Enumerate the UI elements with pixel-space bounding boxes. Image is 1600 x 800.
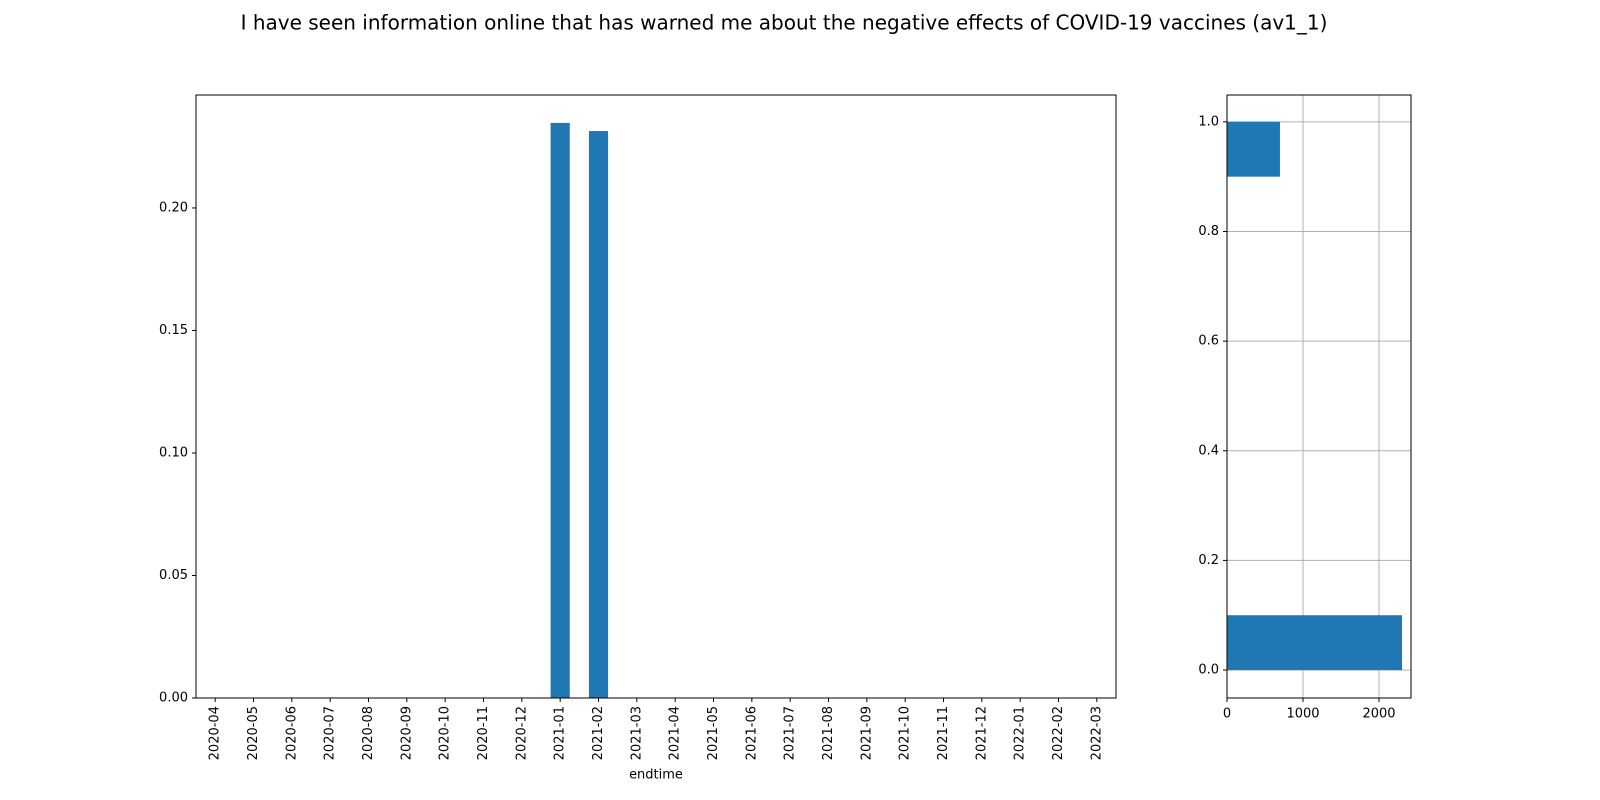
x-tick-label: 2020-08 <box>361 706 376 760</box>
y-tick-label: 0.15 <box>159 323 188 338</box>
chart-title: I have seen information online that has … <box>241 11 1328 35</box>
histogram-bar <box>1227 121 1280 177</box>
x-tick-label: 0 <box>1223 707 1231 722</box>
bar <box>550 122 570 698</box>
x-tick-label: 2022-01 <box>1013 706 1028 760</box>
x-tick-label: 2021-06 <box>744 706 759 760</box>
x-tick-label: 2020-05 <box>246 706 261 760</box>
y-tick-label: 0.8 <box>1198 224 1219 239</box>
x-tick-label: 2021-11 <box>936 706 951 760</box>
x-tick-label: 2022-02 <box>1051 706 1066 760</box>
x-tick-label: 2021-04 <box>668 706 683 760</box>
x-tick-label: 2021-12 <box>974 706 989 760</box>
y-tick-label: 0.20 <box>159 200 188 215</box>
y-tick-label: 0.05 <box>159 568 188 583</box>
y-tick-label: 0.6 <box>1198 334 1219 349</box>
x-tick-label: 2020-10 <box>438 706 453 760</box>
x-tick-label: 2000 <box>1362 707 1395 722</box>
x-tick-label: 2021-08 <box>821 706 836 760</box>
x-tick-label: 2021-05 <box>706 706 721 760</box>
x-tick-label: 2021-07 <box>783 706 798 760</box>
y-tick-label: 0.10 <box>159 445 188 460</box>
x-tick-label: 2020-07 <box>323 706 338 760</box>
x-tick-label: 2020-09 <box>399 706 414 760</box>
plot-frame <box>1226 94 1412 699</box>
bar <box>588 131 609 698</box>
y-tick-label: 0.4 <box>1198 443 1219 458</box>
x-tick-label: 2021-01 <box>553 706 568 760</box>
x-tick-label: 2020-04 <box>208 706 223 760</box>
x-tick-label: 2021-03 <box>629 706 644 760</box>
y-tick-label: 0.00 <box>159 691 188 706</box>
y-tick-label: 0.2 <box>1198 553 1219 568</box>
histogram-bar <box>1227 615 1403 671</box>
x-tick-label: 2022-03 <box>1089 706 1104 760</box>
x-tick-label: 1000 <box>1286 707 1319 722</box>
x-tick-label: 2020-12 <box>514 706 529 760</box>
x-tick-label: 2021-10 <box>898 706 913 760</box>
x-tick-label: 2021-02 <box>591 706 606 760</box>
x-tick-label: 2020-11 <box>476 706 491 760</box>
y-tick-label: 0.0 <box>1198 663 1219 678</box>
x-axis-label: endtime <box>629 768 683 783</box>
y-tick-label: 1.0 <box>1198 114 1219 129</box>
x-tick-label: 2020-06 <box>284 706 299 760</box>
x-tick-label: 2021-09 <box>859 706 874 760</box>
plot-frame <box>195 94 1117 699</box>
